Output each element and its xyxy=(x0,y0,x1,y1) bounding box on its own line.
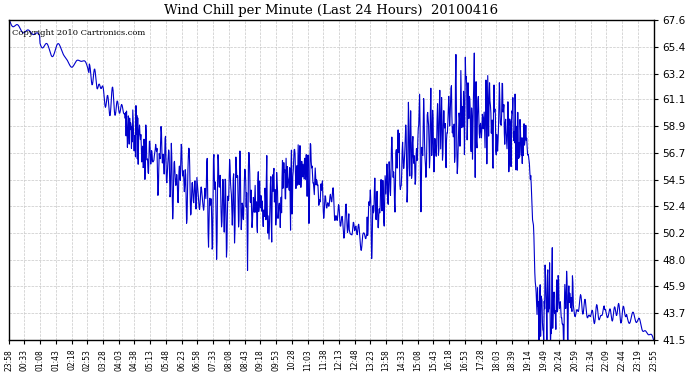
Text: Copyright 2010 Cartronics.com: Copyright 2010 Cartronics.com xyxy=(12,29,145,38)
Title: Wind Chill per Minute (Last 24 Hours)  20100416: Wind Chill per Minute (Last 24 Hours) 20… xyxy=(164,4,498,17)
